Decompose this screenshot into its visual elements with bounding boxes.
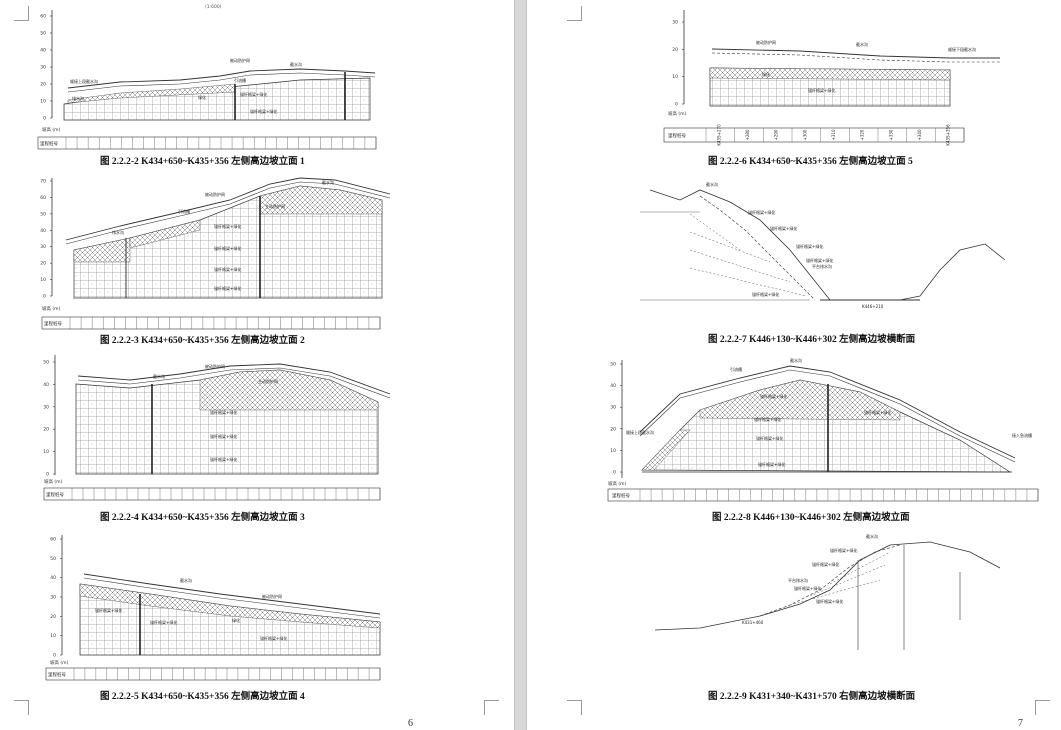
label: 主动防护网: [265, 203, 285, 209]
axis-ticks-1: 60 50 40 30 20 10 0: [40, 14, 52, 122]
axis-tick-label: 20: [40, 261, 46, 267]
axis-title: 坡高 (m): [42, 126, 61, 133]
label: 被动防护网: [205, 363, 225, 369]
axis-tick-label: 10: [50, 633, 56, 639]
figure-caption: 图 2.2.2-4 K434+650~K435+356 左侧高边坡立面 3: [100, 513, 305, 523]
label: 被动防护网: [262, 593, 282, 599]
label: 主动防护网: [258, 378, 278, 384]
axis-tick-label: 60: [40, 195, 46, 201]
label: 锚杆格梁+绿化: [214, 266, 241, 272]
axis-tick-label: 0: [46, 472, 49, 478]
label: 锚杆格梁+绿化: [210, 409, 237, 415]
label: 锚杆格梁+绿化: [95, 607, 122, 613]
axis-tick-label: 20: [40, 82, 46, 88]
axis-tick-label: 40: [50, 575, 56, 581]
document-page-right: [527, 0, 1061, 730]
axis-tick-label: 40: [43, 382, 49, 388]
figure-caption: 图 2.2.2-2 K434+650~K435+356 左侧高边坡立面 1: [100, 157, 305, 167]
axis-tick-label: 30: [40, 65, 46, 71]
axis-tick-label: 70: [40, 179, 46, 185]
axis-tick-label: 60: [40, 14, 46, 20]
label: 被动防护网: [230, 57, 250, 63]
label: 排水沟: [112, 229, 124, 235]
axis-tick-label: 50: [40, 31, 46, 37]
axis-tick-label: 40: [40, 228, 46, 234]
axis-tick-label: 10: [43, 449, 49, 455]
axis-tick-label: 20: [43, 427, 49, 433]
crop-mark: [484, 700, 499, 715]
figure-caption: 图 2.2.2-5 K434+650~K435+356 左侧高边坡立面 4: [100, 692, 305, 702]
label: 锚杆格梁+绿化: [260, 635, 287, 641]
label: 锚杆格梁+绿化: [214, 245, 241, 251]
label: 截水沟: [180, 577, 192, 583]
axis-tick-label: 10: [40, 277, 46, 283]
label: 截水沟: [153, 373, 165, 379]
elevation-drawing: 50 40 30 20 10 0 坡高 (m) 被动防护网 截水沟 主动防护网 锚杆格梁+…: [43, 355, 391, 501]
label: 锚杆格梁+绿化: [150, 619, 177, 625]
label: 引流槽: [234, 77, 246, 83]
crop-mark: [567, 6, 582, 21]
crop-mark: [567, 700, 582, 715]
label: 锚杆格梁+绿化: [240, 91, 267, 97]
label: 截水沟: [322, 179, 334, 185]
row-label: 里程桩号: [44, 320, 62, 327]
crop-mark: [14, 6, 29, 21]
axis-tick-label: 40: [40, 48, 46, 54]
label: 被动防护网: [205, 191, 225, 197]
page-number: 6: [408, 718, 413, 729]
axis-tick-label: 50: [50, 556, 56, 562]
scale-note: (1:600): [205, 4, 222, 10]
axis-tick-label: 30: [50, 595, 56, 601]
axis-tick-label: 50: [40, 211, 46, 217]
label: 锚杆格梁+绿化: [210, 433, 237, 439]
document-page-left: (1:600) 60 50 40 30 20 10 0 坡高 (m) 顺接上段截水沟 被动防…: [0, 0, 514, 730]
axis-tick-label: 0: [43, 294, 46, 300]
axis-tick-label: 0: [43, 116, 46, 122]
axis-tick-label: 30: [40, 244, 46, 250]
label: 绿化: [232, 617, 240, 623]
label: 截水沟: [290, 61, 302, 67]
label: 锚杆格梁+绿化: [210, 456, 237, 462]
elevation-drawing: 60 50 40 30 20 10 0 坡高 (m) 截水沟 被动防护网 锚杆格梁+绿化 锚…: [45, 535, 381, 681]
svg-text:顺接上段截水沟: 顺接上段截水沟: [70, 78, 98, 84]
axis-tick-label: 20: [50, 614, 56, 620]
label: 绿化: [198, 94, 206, 100]
axis-tick-label: 50: [43, 360, 49, 366]
figure-caption: 图 2.2.2-3 K434+650~K435+356 左侧高边坡立面 2: [100, 336, 305, 346]
axis-tick-label: 30: [43, 404, 49, 410]
row-label: 里程桩号: [46, 491, 64, 498]
axis-title: 坡高 (m): [44, 478, 63, 485]
label: 锚杆格梁+绿化: [214, 285, 241, 291]
elevation-drawing: 70 60 50 40 30 20 10 0 坡高 (m) 截水沟 被动防护网 引流槽 主动防…: [40, 177, 391, 330]
axis-title: 坡高 (m): [50, 659, 69, 666]
page-gutter: [514, 0, 527, 730]
crop-mark: [1035, 700, 1050, 715]
label: 锚杆格梁+绿化: [250, 108, 277, 114]
elevation-drawing: (1:600) 60 50 40 30 20 10 0 坡高 (m) 顺接上段截水沟 被动防…: [37, 4, 377, 150]
row-label: 里程桩号: [48, 671, 66, 678]
label: 引流槽: [178, 208, 190, 214]
row-label: 里程桩号: [40, 140, 58, 147]
axis-title: 坡高 (m): [42, 305, 61, 312]
axis-tick-label: 60: [50, 537, 56, 543]
crop-mark: [14, 700, 29, 715]
axis-tick-label: 0: [53, 653, 56, 659]
axis-tick-label: 10: [40, 99, 46, 105]
label: 锚杆格梁+绿化: [214, 223, 241, 229]
label: 排水沟: [72, 95, 84, 101]
